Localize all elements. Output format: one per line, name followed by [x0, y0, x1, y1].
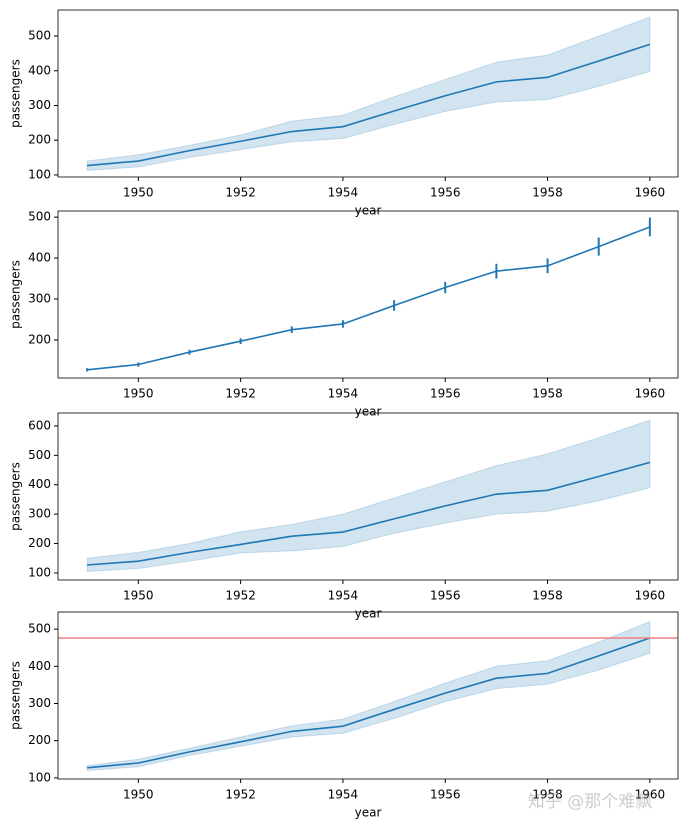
x-tick-label: 1958	[532, 589, 563, 603]
line	[87, 637, 651, 769]
line	[87, 43, 651, 167]
line	[87, 226, 651, 371]
y-tick-label: 300	[28, 292, 51, 306]
x-axis-label: year	[355, 607, 382, 621]
y-tick-label: 200	[28, 133, 51, 147]
x-tick-label: 1954	[328, 589, 359, 603]
x-tick-label: 1950	[123, 186, 154, 200]
x-tick-label: 1954	[328, 186, 359, 200]
x-tick-label: 1960	[635, 788, 666, 802]
y-tick-label: 500	[28, 448, 51, 462]
x-tick-label: 1960	[635, 186, 666, 200]
y-tick-label: 300	[28, 98, 51, 112]
x-tick-label: 1952	[225, 788, 256, 802]
x-tick-label: 1954	[328, 387, 359, 401]
y-tick-label: 400	[28, 659, 51, 673]
x-tick-label: 1956	[430, 788, 461, 802]
x-tick-label: 1950	[123, 788, 154, 802]
y-tick-label: 500	[28, 622, 51, 636]
y-tick-label: 400	[28, 477, 51, 491]
x-axis-label: year	[355, 204, 382, 218]
axes-frame	[57, 611, 679, 780]
x-tick-label: 1956	[430, 387, 461, 401]
axes-frame	[57, 412, 679, 581]
y-tick-label: 200	[28, 733, 51, 747]
y-axis-label: passengers	[9, 462, 23, 531]
y-tick-label: 200	[28, 536, 51, 550]
y-tick-label: 400	[28, 251, 51, 265]
confidence-band	[86, 620, 651, 771]
x-tick-label: 1952	[225, 589, 256, 603]
y-tick-label: 600	[28, 418, 51, 432]
y-tick-label: 300	[28, 696, 51, 710]
y-tick-label: 500	[28, 210, 51, 224]
x-tick-label: 1952	[225, 387, 256, 401]
y-axis-label: passengers	[9, 260, 23, 329]
y-tick-label: 100	[28, 565, 51, 579]
y-tick-label: 400	[28, 63, 51, 77]
x-tick-label: 1958	[532, 186, 563, 200]
line	[87, 461, 651, 566]
x-axis-label: year	[355, 806, 382, 820]
axes-frame	[57, 210, 679, 379]
y-axis-label: passengers	[9, 661, 23, 730]
y-tick-label: 500	[28, 29, 51, 43]
y-tick-label: 100	[28, 167, 51, 181]
x-tick-label: 1954	[328, 788, 359, 802]
confidence-band	[86, 419, 651, 573]
y-axis-label: passengers	[9, 59, 23, 128]
x-tick-label: 1952	[225, 186, 256, 200]
x-tick-label: 1950	[123, 387, 154, 401]
x-axis-label: year	[355, 405, 382, 419]
x-tick-label: 1956	[430, 589, 461, 603]
confidence-band	[86, 16, 651, 171]
axes-frame	[57, 9, 679, 178]
y-tick-label: 100	[28, 770, 51, 784]
x-tick-label: 1960	[635, 387, 666, 401]
y-tick-label: 300	[28, 507, 51, 521]
x-tick-label: 1950	[123, 589, 154, 603]
x-tick-label: 1958	[532, 387, 563, 401]
x-tick-label: 1960	[635, 589, 666, 603]
watermark: 知乎 @那个难飘	[528, 792, 652, 812]
y-tick-label: 200	[28, 332, 51, 346]
x-tick-label: 1958	[532, 788, 563, 802]
x-tick-label: 1956	[430, 186, 461, 200]
